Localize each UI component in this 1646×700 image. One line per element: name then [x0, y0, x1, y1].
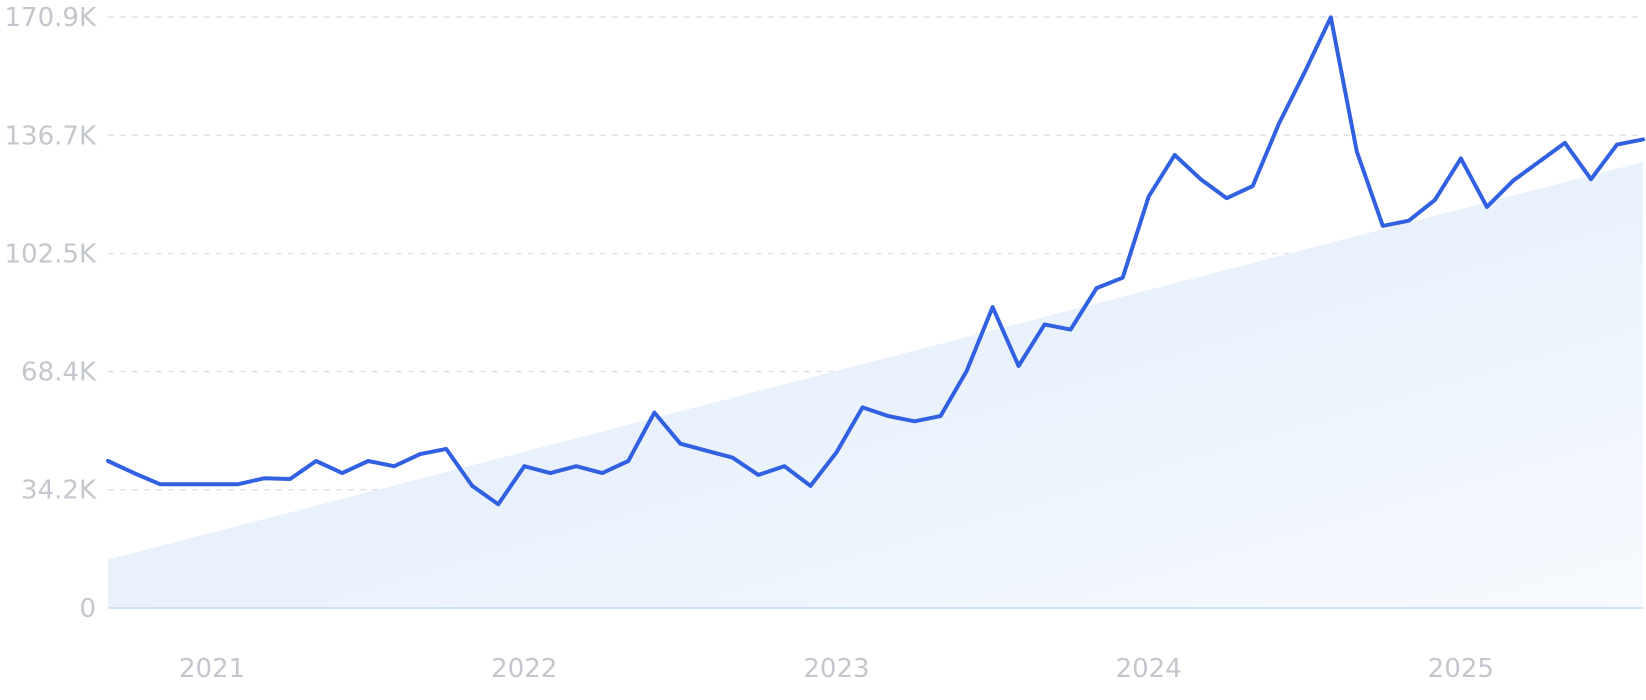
x-tick-label: 2023: [803, 654, 869, 684]
y-axis-ticks: 0 34.2K 68.4K 102.5K 136.7K 170.9K: [5, 3, 97, 624]
x-tick-label: 2025: [1428, 654, 1494, 684]
x-tick-label: 2024: [1116, 654, 1182, 684]
x-axis-ticks: 2021 2022 2023 2024 2025: [179, 654, 1494, 684]
y-tick-label: 34.2K: [21, 476, 97, 506]
y-tick-label: 136.7K: [5, 121, 97, 151]
grid-lines: [108, 16, 1643, 491]
y-tick-label: 68.4K: [21, 357, 97, 387]
y-tick-label: 102.5K: [5, 240, 97, 270]
x-tick-label: 2022: [491, 654, 557, 684]
x-tick-label: 2021: [179, 654, 245, 684]
y-tick-label: 170.9K: [5, 3, 97, 33]
trend-area: [108, 161, 1643, 608]
series-line: [106, 15, 1645, 507]
y-tick-label: 0: [79, 594, 96, 624]
